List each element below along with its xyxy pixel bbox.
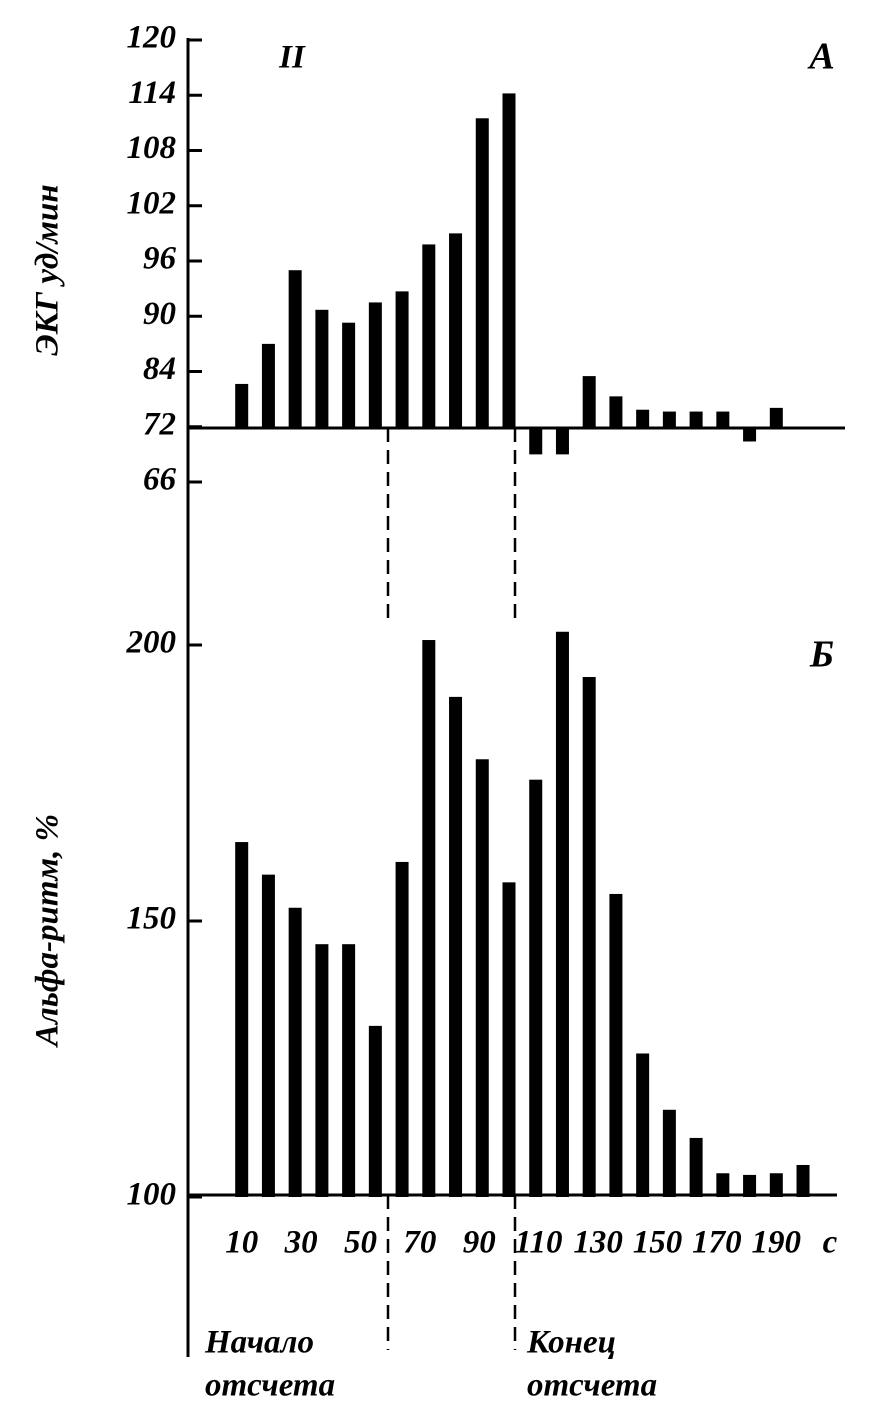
bar xyxy=(261,343,275,427)
bar xyxy=(502,882,516,1197)
x-tick-label: 110 xyxy=(515,1225,563,1261)
y-tick-label: 114 xyxy=(128,75,176,111)
y-axis-label: ЭКГ уд/мин xyxy=(30,184,66,355)
bar xyxy=(529,779,543,1197)
x-tick-label: 170 xyxy=(692,1225,742,1261)
bar xyxy=(235,842,249,1197)
bar xyxy=(582,677,596,1197)
y-tick-label: 90 xyxy=(143,296,176,332)
bar xyxy=(315,309,329,427)
y-tick-label: 108 xyxy=(127,130,177,166)
bar xyxy=(288,270,302,427)
annotation: Конец xyxy=(526,1325,616,1361)
x-unit: с xyxy=(823,1225,838,1261)
bar xyxy=(555,426,569,455)
annotation: отсчета xyxy=(527,1368,657,1404)
bar xyxy=(555,631,569,1197)
bar xyxy=(743,1174,757,1197)
annotation: отсчета xyxy=(205,1368,335,1404)
x-tick-label: 90 xyxy=(463,1225,496,1261)
bar xyxy=(422,244,436,427)
y-tick-label: 66 xyxy=(143,462,177,498)
bar xyxy=(475,118,489,427)
bar xyxy=(636,1053,650,1197)
x-tick-label: 10 xyxy=(225,1225,258,1261)
y-tick-label: 96 xyxy=(143,241,177,277)
bar xyxy=(235,383,249,427)
bar xyxy=(395,861,409,1197)
bar xyxy=(368,1025,382,1197)
bar xyxy=(582,376,596,427)
bar xyxy=(342,322,356,427)
bar xyxy=(261,874,275,1197)
panel-label: Б xyxy=(809,634,834,676)
y-axis-label: Альфа-ритм, % xyxy=(30,814,66,1048)
bar xyxy=(315,944,329,1197)
bar xyxy=(475,759,489,1197)
y-tick-label: 102 xyxy=(127,185,177,221)
x-tick-label: 150 xyxy=(633,1225,683,1261)
y-tick-label: 84 xyxy=(143,351,176,387)
bar xyxy=(636,409,650,427)
bar xyxy=(769,1173,783,1197)
bar xyxy=(529,426,543,455)
bar xyxy=(662,1109,676,1197)
bar xyxy=(662,411,676,427)
y-tick-label: 200 xyxy=(126,625,177,661)
y-tick-label: 150 xyxy=(127,901,177,937)
annotation: Начало xyxy=(204,1325,314,1361)
bar xyxy=(449,233,463,427)
bar xyxy=(689,1137,703,1197)
bar xyxy=(342,944,356,1197)
y-tick-label: 72 xyxy=(143,406,176,442)
x-tick-label: 130 xyxy=(573,1225,623,1261)
bar xyxy=(502,93,516,427)
panel-label: А xyxy=(807,36,834,78)
y-tick-label: 100 xyxy=(127,1177,177,1213)
x-tick-label: 70 xyxy=(403,1225,436,1261)
bar xyxy=(716,1173,730,1197)
annotation: II xyxy=(278,40,306,76)
bar xyxy=(609,396,623,427)
bar xyxy=(743,426,757,442)
bar xyxy=(395,291,409,427)
bar xyxy=(288,907,302,1197)
bar xyxy=(796,1164,810,1197)
bar xyxy=(368,302,382,427)
bar xyxy=(449,696,463,1197)
bar xyxy=(769,407,783,427)
bar xyxy=(716,411,730,427)
y-tick-label: 120 xyxy=(127,20,177,56)
x-tick-label: 50 xyxy=(344,1225,377,1261)
x-tick-label: 30 xyxy=(284,1225,318,1261)
bar xyxy=(689,411,703,427)
bar xyxy=(609,893,623,1197)
bar xyxy=(422,640,436,1197)
x-tick-label: 190 xyxy=(752,1225,802,1261)
